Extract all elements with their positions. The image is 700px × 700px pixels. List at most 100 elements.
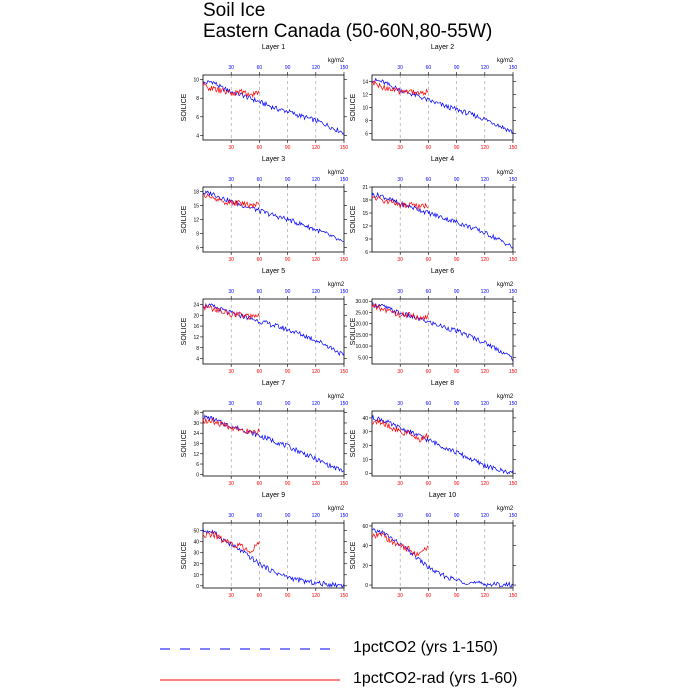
y-tick-label: 12 [193,218,199,224]
x-tick-label-top: 90 [285,289,291,295]
top-axis-unit-label: kg/m2 [497,394,514,400]
y-tick-label: 40 [193,540,199,546]
panel-frame [371,74,514,141]
figure-title: Soil Ice [203,0,266,21]
series-line-1pctco2 [202,190,345,242]
panel-frame [202,522,345,589]
x-tick-label-bottom: 60 [257,481,263,487]
panel-frame [202,298,345,365]
x-tick-label-top: 90 [285,177,291,183]
series-line-1pctco2 [371,301,514,361]
y-tick-label: 20 [362,563,368,569]
series-line-1pctco2 [371,528,514,588]
x-tick-label-bottom: 30 [228,481,234,487]
x-tick-label-top: 150 [340,289,349,295]
series-line-1pctco2 [202,80,345,135]
y-tick-label: 4 [196,133,199,139]
y-tick-label: 18 [193,442,199,448]
panel-layer-10: Layer 10 kg/m2 30 30 60 60 90 90 120 120 150 150 0 20… [350,492,517,599]
panel-frame [202,186,345,253]
x-tick-label-bottom: 90 [454,593,460,599]
x-tick-label-top: 30 [397,513,403,519]
top-axis-unit-label: kg/m2 [328,506,345,512]
x-tick-label-bottom: 150 [509,369,518,375]
panel-frame [371,410,514,477]
x-tick-label-top: 60 [426,401,432,407]
x-tick-label-top: 150 [509,513,518,519]
panel-frame [202,74,345,141]
x-tick-label-bottom: 60 [257,369,263,375]
x-tick-label-bottom: 120 [312,369,321,375]
y-tick-label: 16 [193,324,199,330]
x-tick-label-top: 60 [257,513,263,519]
y-tick-label: 6 [365,132,368,138]
x-tick-label-bottom: 150 [509,593,518,599]
y-tick-label: 6 [196,245,199,251]
panel-layer-3: Layer 3 kg/m2 30 30 60 60 90 90 120 120 150 150 6 9 12… [181,156,348,263]
x-tick-label-top: 90 [454,177,460,183]
y-tick-label: 10 [193,78,199,84]
y-tick-label: 30 [193,421,199,427]
y-tick-label: 8 [196,96,199,102]
panel-title: Layer 3 [262,156,285,163]
series-line-1pctco2 [202,302,345,357]
panel-title: Layer 10 [429,492,456,499]
y-tick-label: 12 [362,224,368,230]
x-tick-label-bottom: 90 [285,145,291,151]
y-tick-label: 12 [362,93,368,99]
x-tick-label-bottom: 30 [397,481,403,487]
series-line-1pctco2-rad [371,532,429,557]
x-tick-label-top: 120 [481,289,490,295]
y-tick-label: 10 [362,106,368,112]
panel-title: Layer 9 [262,492,285,499]
y-tick-label: 18 [193,190,199,196]
y-axis-label: SOILICE [350,93,357,121]
top-axis-unit-label: kg/m2 [497,58,514,64]
x-tick-label-bottom: 150 [340,593,349,599]
series-line-1pctco2-rad [371,80,429,96]
panel-title: Layer 7 [262,380,285,387]
x-tick-label-top: 150 [509,289,518,295]
x-tick-label-top: 120 [481,401,490,407]
y-tick-label: 15.00 [355,333,368,339]
panel-layer-1: Layer 1 kg/m2 30 30 60 60 90 90 120 120 150 150 4 6 8 1… [181,44,348,151]
y-tick-label: 25.00 [355,310,368,316]
panel-layer-6: Layer 6 kg/m2 30 30 60 60 90 90 120 120 150 150 5.00… [350,268,517,375]
top-axis-unit-label: kg/m2 [328,394,345,400]
x-tick-label-top: 30 [228,289,234,295]
y-tick-label: 50 [193,529,199,535]
y-axis-label: SOILICE [181,541,188,569]
x-tick-label-bottom: 150 [509,481,518,487]
x-tick-label-top: 120 [312,401,321,407]
figure-subtitle: Eastern Canada (50-60N,80-55W) [203,21,493,42]
y-tick-label: 5.00 [358,355,368,361]
x-tick-label-top: 150 [509,177,518,183]
x-tick-label-top: 90 [454,513,460,519]
series-line-1pctco2-rad [202,192,260,209]
x-tick-label-top: 120 [481,65,490,71]
x-tick-label-bottom: 120 [481,369,490,375]
y-tick-label: 10.00 [355,344,368,350]
x-tick-label-bottom: 30 [397,593,403,599]
y-axis-label: SOILICE [350,429,357,457]
x-tick-label-bottom: 90 [285,593,291,599]
series-line-1pctco2-rad [202,417,260,435]
x-tick-label-bottom: 120 [312,257,321,263]
x-tick-label-bottom: 90 [285,369,291,375]
y-axis-label: SOILICE [181,93,188,121]
panel-layer-4: Layer 4 kg/m2 30 30 60 60 90 90 120 120 150 150 6 9 12… [350,156,517,263]
y-tick-label: 10 [193,573,199,579]
panel-frame [202,410,345,477]
series-line-1pctco2 [371,191,514,249]
panel-layer-7: Layer 7 kg/m2 30 30 60 60 90 90 120 120 150 150 0 6 12… [181,380,348,487]
y-axis-label: SOILICE [181,317,188,345]
x-tick-label-top: 120 [312,65,321,71]
y-tick-label: 0 [196,472,199,478]
x-tick-label-top: 30 [397,401,403,407]
y-axis-label: SOILICE [181,429,188,457]
y-tick-label: 8 [196,346,199,352]
x-tick-label-top: 30 [228,513,234,519]
x-tick-label-top: 90 [285,401,291,407]
y-tick-label: 6 [196,115,199,121]
x-tick-label-top: 30 [397,177,403,183]
